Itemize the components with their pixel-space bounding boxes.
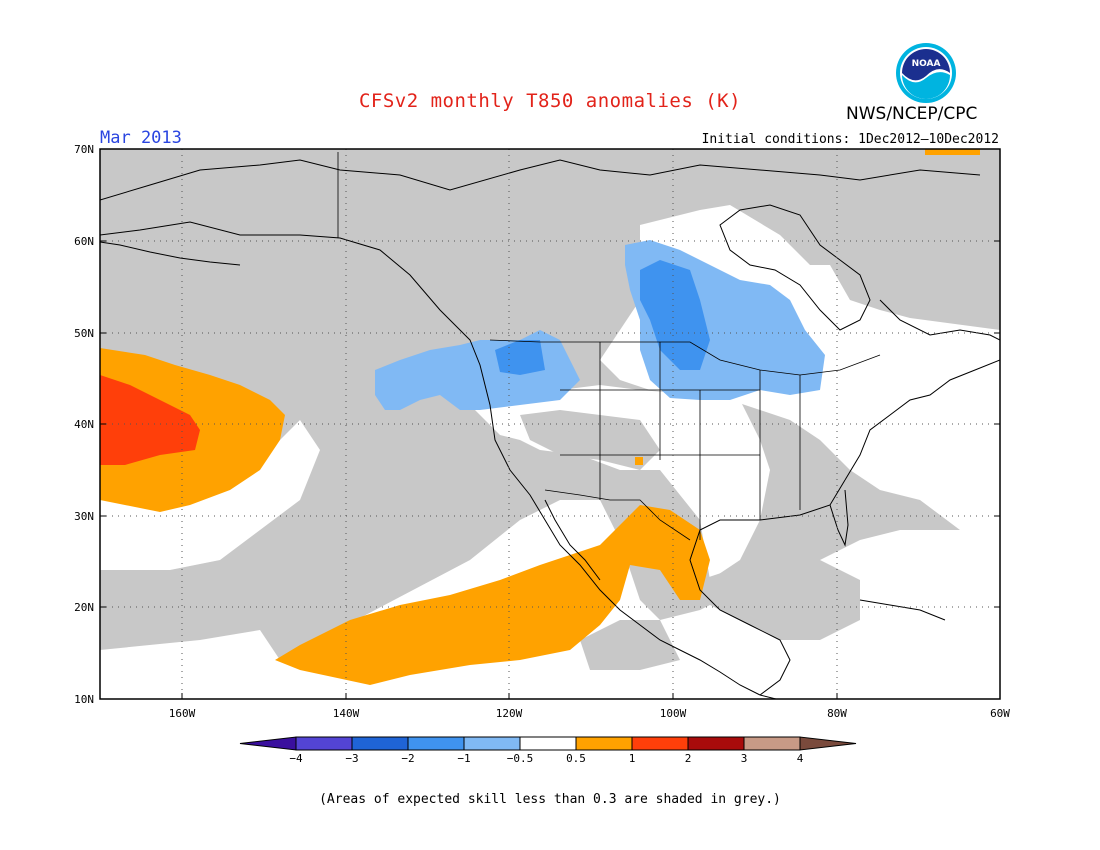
coastline-florida [829,489,849,547]
coastline-central-america [759,694,779,699]
legend-box-9 [743,736,801,751]
grid-lines [100,149,1000,699]
logo-text: NOAA [912,59,941,69]
legend-box-2 [351,736,409,751]
lat-label-40n: 40N [74,418,94,431]
legend-box-1 [295,736,353,751]
cold-anomaly-canada-core [640,260,710,370]
coastline-aleutians [100,241,241,266]
lat-label-30n: 30N [74,510,94,523]
coastline-baja [544,499,601,581]
border-us-mexico [544,489,691,541]
border-states-1 [560,342,801,540]
legend-label-4: 4 [797,752,804,765]
lat-label-10n: 10N [74,693,94,706]
lon-label-80w: 80W [827,707,847,720]
footnote: (Areas of expected skill less than 0.3 a… [319,792,781,807]
color-legend-labels: −4 −3 −2 −1 −0.5 0.5 1 2 3 4 [289,752,803,765]
valid-month-label: Mar 2013 [100,128,182,148]
legend-label-m05: −0.5 [507,752,534,765]
legend-label-1: 1 [629,752,636,765]
legend-label-05: 0.5 [566,752,586,765]
lon-label-160w: 160W [169,707,196,720]
legend-box-6 [575,736,633,751]
lon-label-100w: 100W [660,707,687,720]
lat-label-20n: 20N [74,601,94,614]
legend-label-m3: −3 [345,752,358,765]
tick-marks [100,148,1000,699]
lat-label-60n: 60N [74,235,94,248]
legend-label-m4: −4 [289,752,303,765]
coastline-gulf [689,479,846,696]
legend-arrow-low [239,736,297,751]
cold-anomaly-pnw-core [495,340,545,375]
grey-patch-mexico [580,620,680,670]
coastline-west-us [489,404,761,696]
coastline-east-us [844,359,1000,481]
legend-box-4 [463,736,521,751]
coastline-arctic [100,159,981,201]
coastline-hudson-bay [719,204,871,331]
warm-anomaly-tropical-pacific [275,505,710,685]
noaa-logo-icon: NOAA [896,43,956,103]
warm-anomaly-pacific-core [100,375,200,465]
legend-box-3 [407,736,465,751]
warm-anomaly-arctic-patch [925,149,980,155]
legend-label-3: 3 [741,752,748,765]
coastlines [100,159,1000,699]
political-borders [337,152,881,541]
lat-label-70n: 70N [74,143,94,156]
legend-box-7 [631,736,689,751]
legend-label-2: 2 [685,752,692,765]
warm-anomaly-small-patch [635,457,643,465]
map-title: CFSv2 monthly T850 anomalies (K) [358,90,742,112]
initial-conditions-label: Initial conditions: 1Dec2012–10Dec2012 [701,132,999,147]
lon-label-120w: 120W [496,707,523,720]
legend-arrow-high [799,736,857,751]
lat-label-50n: 50N [74,327,94,340]
legend-label-m1: −1 [457,752,470,765]
legend-box-8 [687,736,745,751]
lon-label-60w: 60W [990,707,1010,720]
coastline-alaska [100,221,491,406]
agency-label: NWS/NCEP/CPC [846,104,978,124]
lon-label-140w: 140W [333,707,360,720]
coastline-labrador [879,299,1000,341]
color-legend-boxes [239,736,857,751]
legend-box-5 [519,736,577,751]
legend-label-m2: −2 [401,752,414,765]
border-us-canada [489,339,881,376]
